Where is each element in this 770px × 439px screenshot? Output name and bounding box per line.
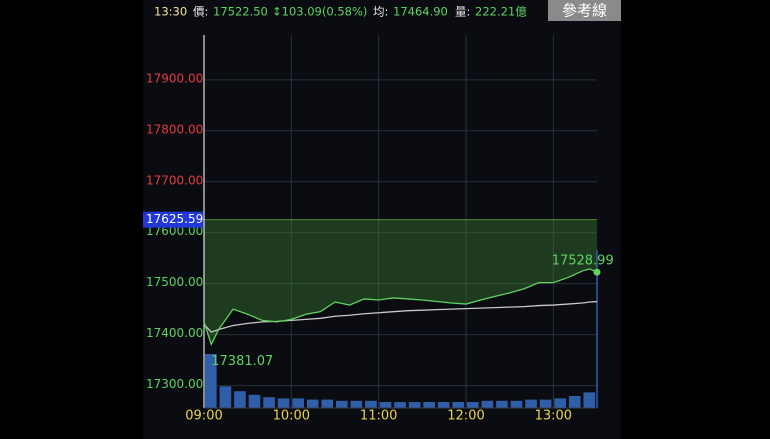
y-tick-label: 17900.00 [146, 71, 203, 85]
high-label: 17528.99 [552, 253, 614, 268]
volume-bar [219, 386, 232, 408]
series-line [203, 268, 598, 346]
volume-bar [554, 398, 566, 408]
volume-bar [467, 402, 479, 408]
volume-bar [510, 400, 523, 408]
reference-label-bg [143, 211, 203, 228]
y-tick-label: 17300.00 [146, 377, 203, 391]
volume-bar [452, 402, 465, 408]
volume-bar [321, 399, 334, 408]
volume-bar [437, 402, 450, 408]
low-label: 17381.07 [211, 354, 273, 369]
volume-bar [568, 396, 581, 408]
volume-bar [583, 392, 596, 408]
volume-bar [408, 402, 421, 408]
price-label: 價: [193, 5, 208, 19]
y-tick-label: 17500.00 [146, 275, 203, 289]
last-price-dot [593, 268, 601, 276]
y-tick-label: 17600.00 [146, 224, 203, 238]
volume-bar [205, 354, 217, 408]
x-tick-label: 12:00 [447, 409, 484, 424]
volume-bar [248, 394, 261, 408]
change: ↕103.09(0.58%) [272, 5, 367, 19]
volume-bar [234, 391, 246, 408]
reference-button[interactable]: 參考線 [548, 0, 621, 21]
volume-bar [350, 400, 363, 408]
volume-bar [525, 399, 537, 408]
price: 17522.50 [213, 5, 268, 19]
avg-label: 均: [373, 5, 388, 19]
button-label[interactable]: 參考線 [562, 2, 607, 20]
volume-bar [277, 398, 290, 408]
series-line [203, 300, 598, 333]
y-tick-label: 17700.00 [146, 173, 203, 187]
plot: 17300.00 17400.00 17500.00 17600.00 17700.00… [143, 35, 614, 424]
y-tick-label: 17800.00 [146, 122, 203, 136]
volume-bar [292, 398, 304, 408]
volume-total: 222.21億 [475, 5, 527, 19]
button-bg[interactable] [548, 0, 621, 21]
volume-bar [365, 400, 377, 408]
volume-bar [336, 400, 348, 408]
avg: 17464.90 [393, 5, 448, 19]
volume-bar [423, 402, 435, 408]
volume-bar [379, 402, 392, 408]
x-tick-label: 09:00 [185, 409, 222, 424]
volume-bar [539, 399, 552, 408]
reference-fill [204, 219, 597, 345]
x-tick-label: 11:00 [360, 409, 397, 424]
volume-bar [481, 400, 494, 408]
x-tick-label: 13:00 [535, 409, 572, 424]
volume-bar [496, 400, 508, 408]
time: 13:30 [154, 5, 187, 19]
x-tick-label: 10:00 [273, 409, 310, 424]
reference-label: 17625.59 [146, 212, 203, 226]
volume-bar [263, 397, 275, 408]
volume-bar [394, 402, 406, 408]
volume-label: 量: [455, 5, 470, 19]
volume-bar [306, 399, 319, 408]
y-tick-label: 17400.00 [146, 326, 203, 340]
